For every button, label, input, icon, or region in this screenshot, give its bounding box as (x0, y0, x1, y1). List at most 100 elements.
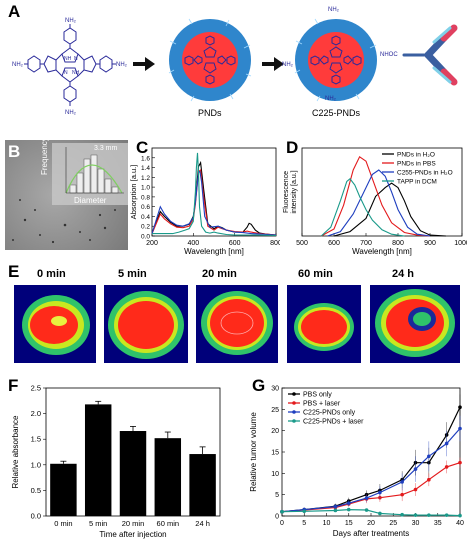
c225-pnds-label: C225-PNDs (312, 108, 361, 118)
data-point-s1 (400, 492, 404, 497)
data-point-s3 (378, 511, 382, 516)
pa-image-0min (14, 285, 96, 363)
x-tick-label: 35 (434, 520, 442, 527)
legend-marker-1 (292, 401, 296, 405)
y-tick-label: 0.5 (31, 486, 41, 495)
x-axis-title: Wavelength [nm] (352, 247, 412, 256)
x-tick-label: 25 (389, 520, 397, 527)
surface-amine-top: NH₂ (328, 7, 339, 13)
x-tick-label: 0 (280, 520, 284, 527)
legend-marker-3 (292, 419, 296, 423)
pa-image-5min (104, 285, 188, 363)
legend-label-1: PNDs in PBS (397, 161, 436, 168)
y-axis-title: Relative tumor volume (249, 412, 258, 492)
surface-amine-left: NH₂ (282, 62, 293, 68)
data-point-s2 (400, 480, 404, 484)
core-nh-2: NH (72, 70, 80, 76)
y-tick-label: 0.2 (141, 224, 150, 231)
data-point-s2 (346, 501, 351, 505)
y-axis-title: Absorption [a.u.] (130, 165, 138, 220)
category-label-4: 24 h (195, 519, 210, 528)
y-tick-label: 1.2 (141, 175, 150, 182)
x-tick-label: 800 (392, 240, 404, 247)
legend-label-0: PNDs in H₂O (397, 152, 435, 159)
absorption-chart: 200 400 600 800 0.0 0.2 0.4 0.6 0.8 1.0 1.2 1.4 1.6 W… (130, 147, 280, 256)
pa-image-60min (287, 285, 361, 363)
data-point-s2 (413, 467, 418, 471)
y-tick-label: 15 (271, 450, 279, 457)
data-point-s3 (333, 508, 338, 513)
data-point-s1 (444, 465, 449, 469)
x-tick-label: 40 (456, 520, 464, 527)
data-point-s2 (427, 454, 431, 459)
y-axis-title-line1: Fluorescence (283, 171, 290, 213)
x-axis-title: Time after injection (99, 530, 166, 539)
fluorescence-series-line-3 (320, 178, 405, 237)
histogram-y-title: Frequency (40, 137, 49, 175)
x-tick-label: 900 (424, 240, 436, 247)
legend-marker-2 (292, 410, 296, 414)
porphyrin-structure: NH₂ NH₂ NH₂ NH₂ NH N N NH (12, 18, 128, 116)
y-tick-label: 2.5 (31, 384, 41, 393)
x-tick-label: 20 (367, 520, 375, 527)
absorbance-bar-chart: 0.0 0.5 1.0 1.5 2.0 2.5 0 min 5 min 20 min 60 min… (11, 384, 221, 539)
y-tick-label: 2.0 (31, 409, 41, 418)
histogram-x-title: Diameter (74, 196, 107, 205)
time-label-2: 20 min (202, 268, 237, 280)
bar-0 (50, 463, 77, 516)
fluorescence-axes (301, 147, 463, 237)
x-tick-label: 15 (345, 520, 353, 527)
data-point-s2 (333, 504, 338, 509)
y-tick-label: 10 (271, 471, 279, 478)
data-point-s3 (444, 513, 449, 517)
x-tick-label: 800 (270, 240, 280, 247)
fluorescence-series-line-1 (320, 155, 431, 237)
x-tick-label: 500 (296, 240, 308, 247)
absorption-series-line-2 (151, 170, 277, 236)
data-point-s1 (458, 460, 462, 465)
fluorescence-series-line-2 (327, 169, 431, 237)
antibody-icon (402, 24, 458, 86)
x-tick-label: 10 (323, 520, 331, 527)
data-point-s3 (413, 513, 418, 517)
particle-dots (12, 199, 116, 244)
legend-label-2: C225-PNDs only (303, 410, 356, 417)
x-axis-title: Wavelength [nm] (184, 247, 244, 256)
data-point-s2 (444, 441, 449, 446)
x-tick-label: 600 (328, 240, 340, 247)
category-label-3: 60 min (157, 519, 180, 528)
x-tick-label: 5 (302, 520, 306, 527)
legend-label-3: C225-PNDs + laser (303, 419, 364, 426)
legend-label-2: C255-PNDs in H₂O (397, 170, 453, 177)
category-label-2: 20 min (122, 519, 145, 528)
data-point-s1 (413, 487, 418, 492)
y-tick-label: 25 (271, 407, 279, 414)
data-point-s3 (458, 513, 462, 518)
x-tick-label: 30 (412, 520, 420, 527)
fluorescence-series-line-0 (333, 182, 447, 237)
category-label-1: 5 min (89, 519, 107, 528)
y-axis-title-line2: intensity [a.u.] (291, 170, 298, 213)
y-tick-label: 1.5 (31, 435, 41, 444)
pnds-label: PNDs (198, 108, 222, 118)
y-tick-label: 1.6 (141, 155, 150, 162)
data-point-s3 (400, 512, 404, 517)
surface-amine-bottom: NH₂ (325, 96, 336, 102)
panel-label-g: G (252, 376, 266, 395)
pa-image-20min (196, 285, 278, 363)
bar-4 (189, 454, 216, 516)
amine-top: NH₂ (65, 18, 77, 24)
data-point-s3 (302, 509, 307, 514)
legend-label-1: PBS + laser (303, 401, 341, 408)
amide-linker: NHOC (380, 52, 398, 58)
y-tick-label: 30 (271, 386, 279, 393)
amine-right: NH₂ (116, 62, 128, 68)
panel-label-a: A (8, 2, 21, 21)
x-tick-label: 200 (146, 240, 158, 247)
y-tick-label: 5 (275, 492, 279, 499)
y-tick-label: 0.4 (141, 214, 150, 221)
histogram-scale: 3.3 mm (94, 145, 118, 152)
tumor-series-line-2 (281, 428, 461, 513)
core-n-2: N (64, 70, 68, 76)
bar-3 (154, 438, 182, 516)
